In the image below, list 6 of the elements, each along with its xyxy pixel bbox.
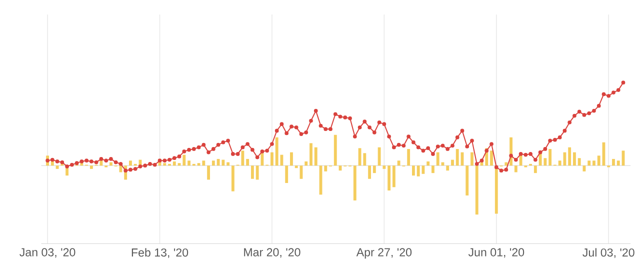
x-tick-label: Jun 01, '20 (468, 248, 524, 258)
x-tick-label: Feb 13, '20 (132, 248, 188, 258)
x-tick-label: Mar 20, '20 (244, 248, 300, 258)
x-tick-label: Jul 03, '20 (582, 248, 634, 258)
x-tick-label: Jan 03, '20 (20, 248, 76, 258)
x-tick-label: Apr 27, '20 (356, 248, 412, 259)
